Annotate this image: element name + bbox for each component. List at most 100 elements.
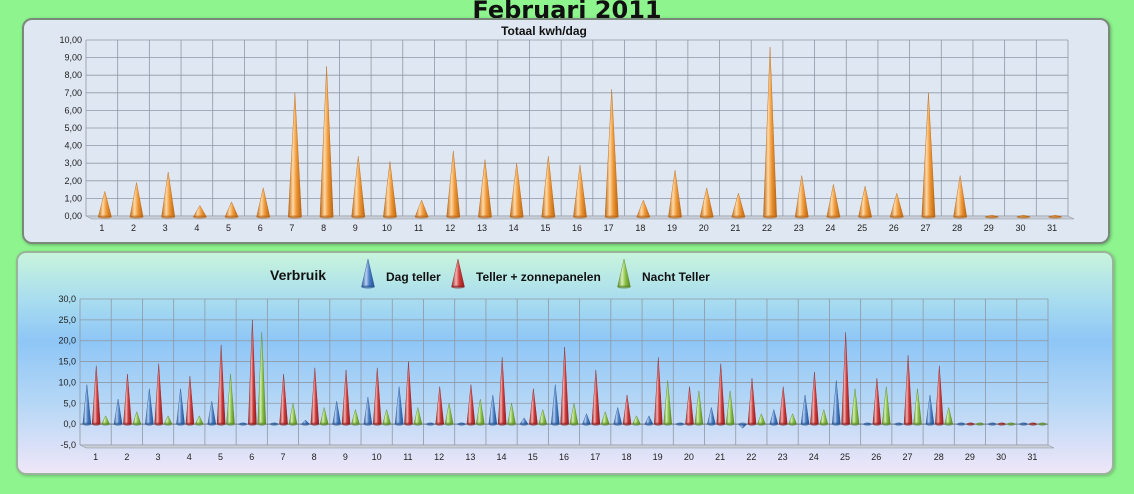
bottom-x-tick-label: 2 [124, 452, 129, 462]
top-y-tick-label: 0,00 [64, 211, 82, 221]
bottom-y-tick-label: 5,0 [63, 398, 76, 408]
usage-cone-nacht-teller [194, 415, 204, 426]
total-kwh-cone [699, 187, 714, 219]
usage-cone-dag-teller [988, 422, 997, 426]
total-kwh-cone [288, 92, 302, 219]
usage-cone-teller-zonnepanelen [123, 374, 132, 426]
top-x-tick-label: 11 [414, 223, 423, 233]
total-kwh-cone [889, 192, 904, 219]
top-x-tick-label: 21 [730, 223, 740, 233]
top-y-tick-label: 3,00 [64, 158, 82, 168]
usage-cone-dag-teller [426, 422, 435, 426]
usage-cone-teller-zonnepanelen [154, 363, 163, 426]
usage-cone-teller-zonnepanelen [903, 355, 913, 426]
top-x-tick-label: 25 [857, 223, 867, 233]
top-x-tick-label: 29 [984, 223, 994, 233]
legend-icon-dag-teller [361, 258, 375, 289]
usage-cone-teller-zonnepanelen [654, 357, 663, 426]
usage-cone-dag-teller [238, 422, 248, 426]
top-x-tick-label: 8 [321, 223, 326, 233]
legend-label: Nacht Teller [642, 270, 710, 284]
usage-cone-dag-teller [644, 415, 654, 426]
usage-cone-teller-zonnepanelen [622, 394, 632, 426]
top-x-tick-label: 23 [794, 223, 804, 233]
top-x-tick-label: 6 [258, 223, 263, 233]
top-x-tick-label: 18 [635, 223, 645, 233]
bottom-floor [79, 444, 1055, 449]
usage-cone-nacht-teller [444, 403, 454, 426]
total-kwh-cone [509, 163, 524, 219]
top-x-tick-label: 19 [667, 223, 677, 233]
usage-cone-teller-zonnepanelen [279, 374, 288, 426]
usage-cone-dag-teller [457, 422, 466, 426]
total-kwh-cone [858, 186, 872, 219]
legend-label: Teller + zonnepanelen [476, 270, 601, 284]
total-kwh-cone [985, 214, 999, 219]
usage-chart-panel: -5,0 0,0 5,0 10,0 15,0 20,0 25,0 30,0 1 2 3 4 5 6 7 8 9 1… [16, 251, 1114, 475]
total-kwh-cone [826, 184, 841, 219]
top-y-tick-label: 8,00 [64, 70, 82, 80]
bottom-x-tick-label: 13 [465, 452, 475, 462]
total-kwh-cone [636, 199, 651, 219]
top-y-tick-label: 1,00 [64, 193, 82, 203]
usage-cone-nacht-teller [850, 388, 860, 426]
bottom-x-tick-label: 15 [528, 452, 538, 462]
usage-cone-dag-teller [332, 401, 341, 426]
total-kwh-cone [129, 182, 144, 219]
top-x-tick-label: 14 [509, 223, 519, 233]
bottom-x-tick-label: 1 [93, 452, 98, 462]
usage-cone-nacht-teller [1007, 422, 1016, 426]
usage-cone-dag-teller [925, 394, 935, 426]
usage-cone-teller-zonnepanelen [841, 332, 850, 426]
usage-cone-nacht-teller [413, 407, 423, 426]
usage-cone-teller-zonnepanelen [529, 388, 538, 426]
total-kwh-cone [161, 171, 176, 219]
usage-cone-dag-teller [707, 407, 716, 426]
bottom-y-tick-label: 15,0 [58, 357, 76, 367]
usage-cone-nacht-teller [319, 407, 329, 426]
total-kwh-cone [446, 150, 461, 219]
usage-cone-teller-zonnepanelen [216, 344, 226, 426]
legend-label: Dag teller [386, 270, 441, 284]
usage-cone-dag-teller [519, 417, 529, 426]
bottom-x-tick-label: 7 [280, 452, 285, 462]
total-kwh-cone [414, 199, 429, 219]
usage-cone-nacht-teller [632, 415, 641, 426]
total-kwh-chart-panel: 0,00 1,00 2,00 3,00 4,00 5,00 6,00 7,00 8,00 9,00… [22, 18, 1110, 244]
usage-chart: -5,00,05,010,015,020,025,030,01 2 3 4 5 6 7 8 9 1… [58, 258, 1055, 462]
bottom-x-tick-label: 21 [715, 452, 725, 462]
usage-cone-teller-zonnepanelen [341, 369, 351, 426]
usage-cone-nacht-teller [944, 407, 954, 426]
usage-cone-teller-zonnepanelen [560, 346, 569, 426]
total-kwh-cone [604, 89, 619, 219]
top-x-tick-label: 3 [163, 223, 168, 233]
usage-cone-teller-zonnepanelen [872, 378, 882, 426]
bottom-x-tick-label: 3 [156, 452, 161, 462]
top-x-tick-label: 1 [99, 223, 104, 233]
bottom-x-tick-label: 20 [684, 452, 694, 462]
usage-cone-nacht-teller [600, 410, 610, 426]
usage-cone-nacht-teller [913, 388, 922, 426]
total-kwh-cone [763, 47, 777, 219]
usage-cone-teller-zonnepanelen [747, 378, 757, 426]
total-kwh-cone [953, 175, 968, 219]
usage-cone-dag-teller [113, 399, 123, 426]
chart-title-total: Totaal kwh/dag [501, 24, 587, 38]
bottom-x-tick-label: 27 [902, 452, 912, 462]
usage-cone-nacht-teller [132, 410, 142, 426]
usage-cone-nacht-teller [226, 374, 235, 426]
legend-icon-nacht-teller [617, 258, 631, 289]
top-x-tick-label: 7 [289, 223, 294, 233]
usage-cone-teller-zonnepanelen [1028, 422, 1038, 426]
usage-cone-dag-teller [800, 394, 810, 426]
bottom-y-tick-label: 0,0 [63, 419, 76, 429]
bottom-x-tick-label: 23 [778, 452, 788, 462]
total-kwh-cone [224, 201, 239, 219]
usage-cone-teller-zonnepanelen [497, 357, 507, 426]
top-x-tick-label: 9 [353, 223, 358, 233]
top-x-tick-label: 26 [889, 223, 899, 233]
total-kwh-cone [97, 190, 112, 219]
bottom-x-tick-label: 8 [312, 452, 317, 462]
top-x-tick-label: 4 [194, 223, 199, 233]
bottom-x-tick-label: 19 [653, 452, 663, 462]
